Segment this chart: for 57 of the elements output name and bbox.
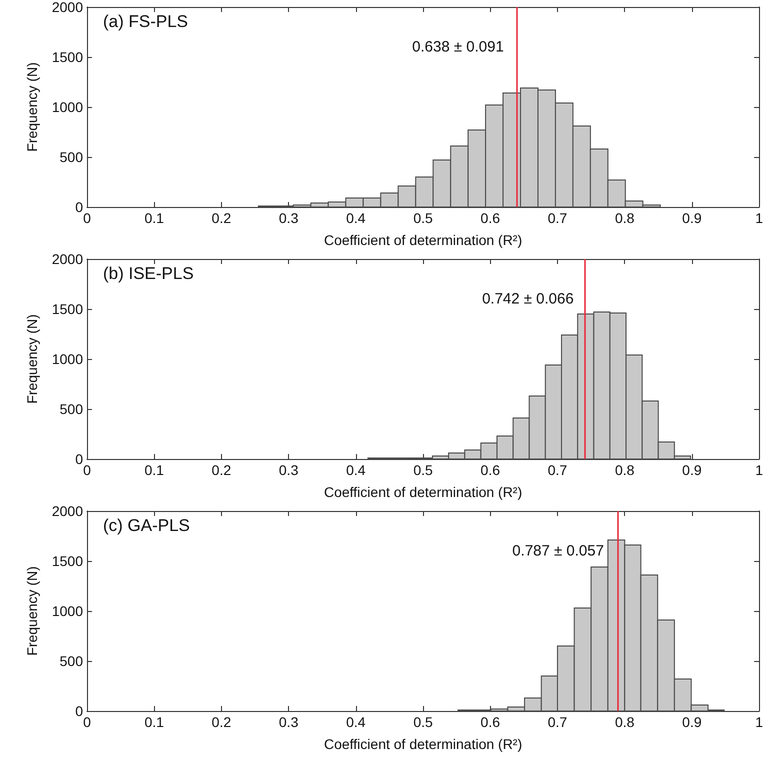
chart-title: (c) GA-PLS <box>103 516 190 535</box>
y-tick-label: 0 <box>75 703 84 719</box>
x-tick-label: 0.5 <box>413 714 433 730</box>
x-axis-title: Coefficient of determination (R²) <box>324 484 522 500</box>
x-tick-label: 0.9 <box>682 462 702 478</box>
y-tick-label: 0 <box>75 451 84 467</box>
x-tick-label: 0.7 <box>548 714 568 730</box>
ref-line-label: 0.742 ± 0.066 <box>482 290 574 308</box>
chart-title: (b) ISE-PLS <box>103 264 194 283</box>
y-tick-label: 500 <box>60 149 84 165</box>
y-tick-label: 500 <box>60 401 84 417</box>
y-tick-label: 1500 <box>52 553 84 569</box>
x-tick-label: 0.7 <box>548 210 568 226</box>
y-tick-label: 1500 <box>52 301 84 317</box>
x-tick-label: 0.1 <box>144 210 164 226</box>
x-tick-label: 0.5 <box>413 462 433 478</box>
x-tick-label: 0.8 <box>614 210 635 226</box>
x-tick-label: 0.9 <box>682 210 702 226</box>
x-tick-label: 0.7 <box>548 462 568 478</box>
x-tick-label: 0.2 <box>212 210 232 226</box>
y-tick-label: 0 <box>75 199 84 215</box>
x-tick-label: 1 <box>755 210 764 226</box>
y-tick-label: 2000 <box>52 503 84 519</box>
x-tick-label: 0.1 <box>144 462 164 478</box>
y-tick-label: 1000 <box>52 603 84 619</box>
x-tick-label: 0.8 <box>614 462 635 478</box>
y-tick-label: 500 <box>60 653 84 669</box>
x-tick-label: 1 <box>755 462 764 478</box>
x-axis-title: Coefficient of determination (R²) <box>324 232 522 248</box>
x-tick-label: 0.6 <box>480 714 500 730</box>
x-tick-label: 0.2 <box>212 462 232 478</box>
ref-line-label: 0.638 ± 0.091 <box>412 38 504 56</box>
x-tick-label: 0.4 <box>346 714 366 730</box>
x-axis-title: Coefficient of determination (R²) <box>324 736 522 752</box>
x-tick-label: 0.6 <box>480 210 500 226</box>
x-tick-label: 0.5 <box>413 210 433 226</box>
x-tick-label: 0.2 <box>212 714 232 730</box>
y-axis-title: Frequency (N) <box>24 62 40 152</box>
y-axis-title: Frequency (N) <box>24 566 40 656</box>
x-tick-label: 0.3 <box>278 210 299 226</box>
ref-line-label: 0.787 ± 0.057 <box>512 542 604 560</box>
y-tick-label: 1000 <box>52 99 84 115</box>
y-tick-label: 1000 <box>52 351 84 367</box>
x-tick-label: 0.3 <box>278 714 299 730</box>
x-tick-label: 0.9 <box>682 714 702 730</box>
y-tick-label: 1500 <box>52 49 84 65</box>
x-tick-label: 1 <box>755 714 764 730</box>
chart-title: (a) FS-PLS <box>103 12 188 31</box>
x-tick-label: 0.4 <box>346 462 366 478</box>
x-tick-label: 0.1 <box>144 714 164 730</box>
x-tick-label: 0.4 <box>346 210 366 226</box>
x-tick-label: 0.8 <box>614 714 635 730</box>
x-tick-label: 0.3 <box>278 462 299 478</box>
y-axis-title: Frequency (N) <box>24 314 40 404</box>
x-tick-label: 0.6 <box>480 462 500 478</box>
y-tick-label: 2000 <box>52 0 84 15</box>
y-tick-label: 2000 <box>52 251 84 267</box>
